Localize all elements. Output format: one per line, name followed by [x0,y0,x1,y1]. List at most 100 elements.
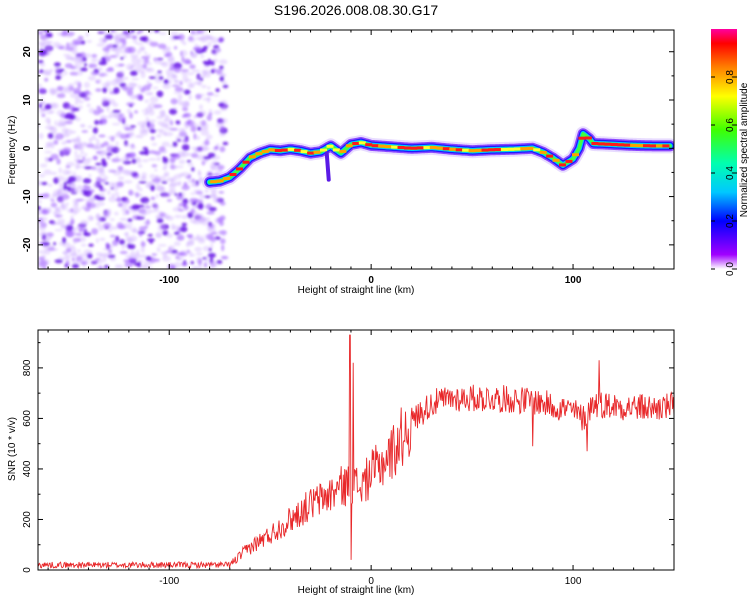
noise-blob [42,37,48,42]
noise-blob [92,127,98,134]
noise-blob [177,258,182,261]
noise-blob [219,215,226,221]
noise-blob [119,157,128,163]
noise-blob [77,105,83,110]
noise-blob [197,258,202,266]
snr-ylabel: SNR (10 * v/v) [7,417,18,481]
y-tick-label: 20 [22,46,33,58]
noise-blob [221,255,229,260]
noise-blob [143,51,148,55]
noise-blob [126,108,132,115]
noise-blob [123,180,133,184]
noise-blob [204,255,209,263]
noise-blob [194,47,202,52]
noise-blob [148,158,157,161]
noise-blob [72,227,77,234]
noise-blob [97,216,102,224]
noise-blob [160,122,169,128]
noise-blob [130,70,138,76]
noise-blob [161,181,168,184]
noise-blob [164,131,174,137]
noise-blob [136,183,141,191]
noise-blob [159,114,169,118]
noise-blob [127,243,131,249]
noise-blob [72,137,81,144]
noise-blob [198,93,206,97]
noise-blob [125,199,129,203]
noise-blob [186,101,190,108]
chart-title: S196.2026.008.08.30.G17 [274,2,438,18]
noise-blob [195,146,204,153]
noise-blob [124,126,131,131]
noise-blob [55,75,62,80]
noise-blob [180,69,190,72]
noise-blob [137,85,143,90]
noise-blob [201,46,207,53]
noise-blob [153,179,160,186]
noise-blob [43,236,50,243]
snr-frame [37,329,675,571]
noise-blob [218,38,224,43]
noise-blob [174,80,180,84]
noise-blob [115,141,119,147]
noise-blob [50,202,58,208]
colorbar-tick-label: 0.6 [725,118,736,132]
noise-blob [150,185,156,192]
noise-blob [193,114,197,119]
noise-blob [106,105,110,112]
noise-blob [186,72,195,76]
ridge-core [274,149,282,152]
spectrogram-frame [37,29,675,270]
noise-blob [132,39,138,44]
noise-blob [75,198,84,202]
colorbar: 0.0 0.2 0.4 0.6 0.8 Normalized spectral ampl… [711,29,750,276]
noise-blob [202,146,210,151]
noise-blob [44,77,49,82]
noise-blob [114,211,119,216]
noise-blob [91,134,97,139]
noise-blob [195,234,201,240]
noise-blob [70,251,78,258]
noise-blob [167,79,173,84]
noise-blob [53,139,59,145]
noise-blob [46,32,53,38]
noise-blob [147,233,153,237]
noise-blob [57,123,65,128]
noise-blob [39,163,48,168]
noise-blob [207,171,213,175]
noise-blob [131,35,137,40]
noise-blob [192,182,200,187]
ridge-core [604,142,612,146]
ridge-core [546,154,554,158]
noise-blob [106,144,115,151]
noise-blob [213,94,220,97]
noise-blob [168,245,175,250]
noise-blob [221,73,227,78]
noise-blob [39,69,44,74]
colorbar-label: Normalized spectral amplitude [739,82,750,217]
ridge-core [597,142,605,146]
noise-blob [109,218,115,222]
snr-series [38,334,674,570]
noise-blob [89,216,94,221]
noise-blob [176,234,185,241]
noise-blob [71,257,75,262]
noise-blob [126,170,136,176]
noise-blob [189,120,196,126]
noise-blob [116,73,124,78]
noise-blob [181,214,188,220]
noise-blob [193,133,197,140]
noise-blob [188,250,193,257]
noise-blob [134,135,140,138]
noise-blob [95,237,99,244]
noise-blob [107,67,114,70]
noise-blob [101,181,106,185]
noise-blob [82,159,91,166]
noise-blob [147,181,154,184]
noise-blob [64,63,73,69]
noise-blob [82,156,86,162]
noise-blob [87,75,96,81]
noise-blob [53,242,57,246]
noise-blob [88,174,92,178]
noise-blob [50,247,59,252]
